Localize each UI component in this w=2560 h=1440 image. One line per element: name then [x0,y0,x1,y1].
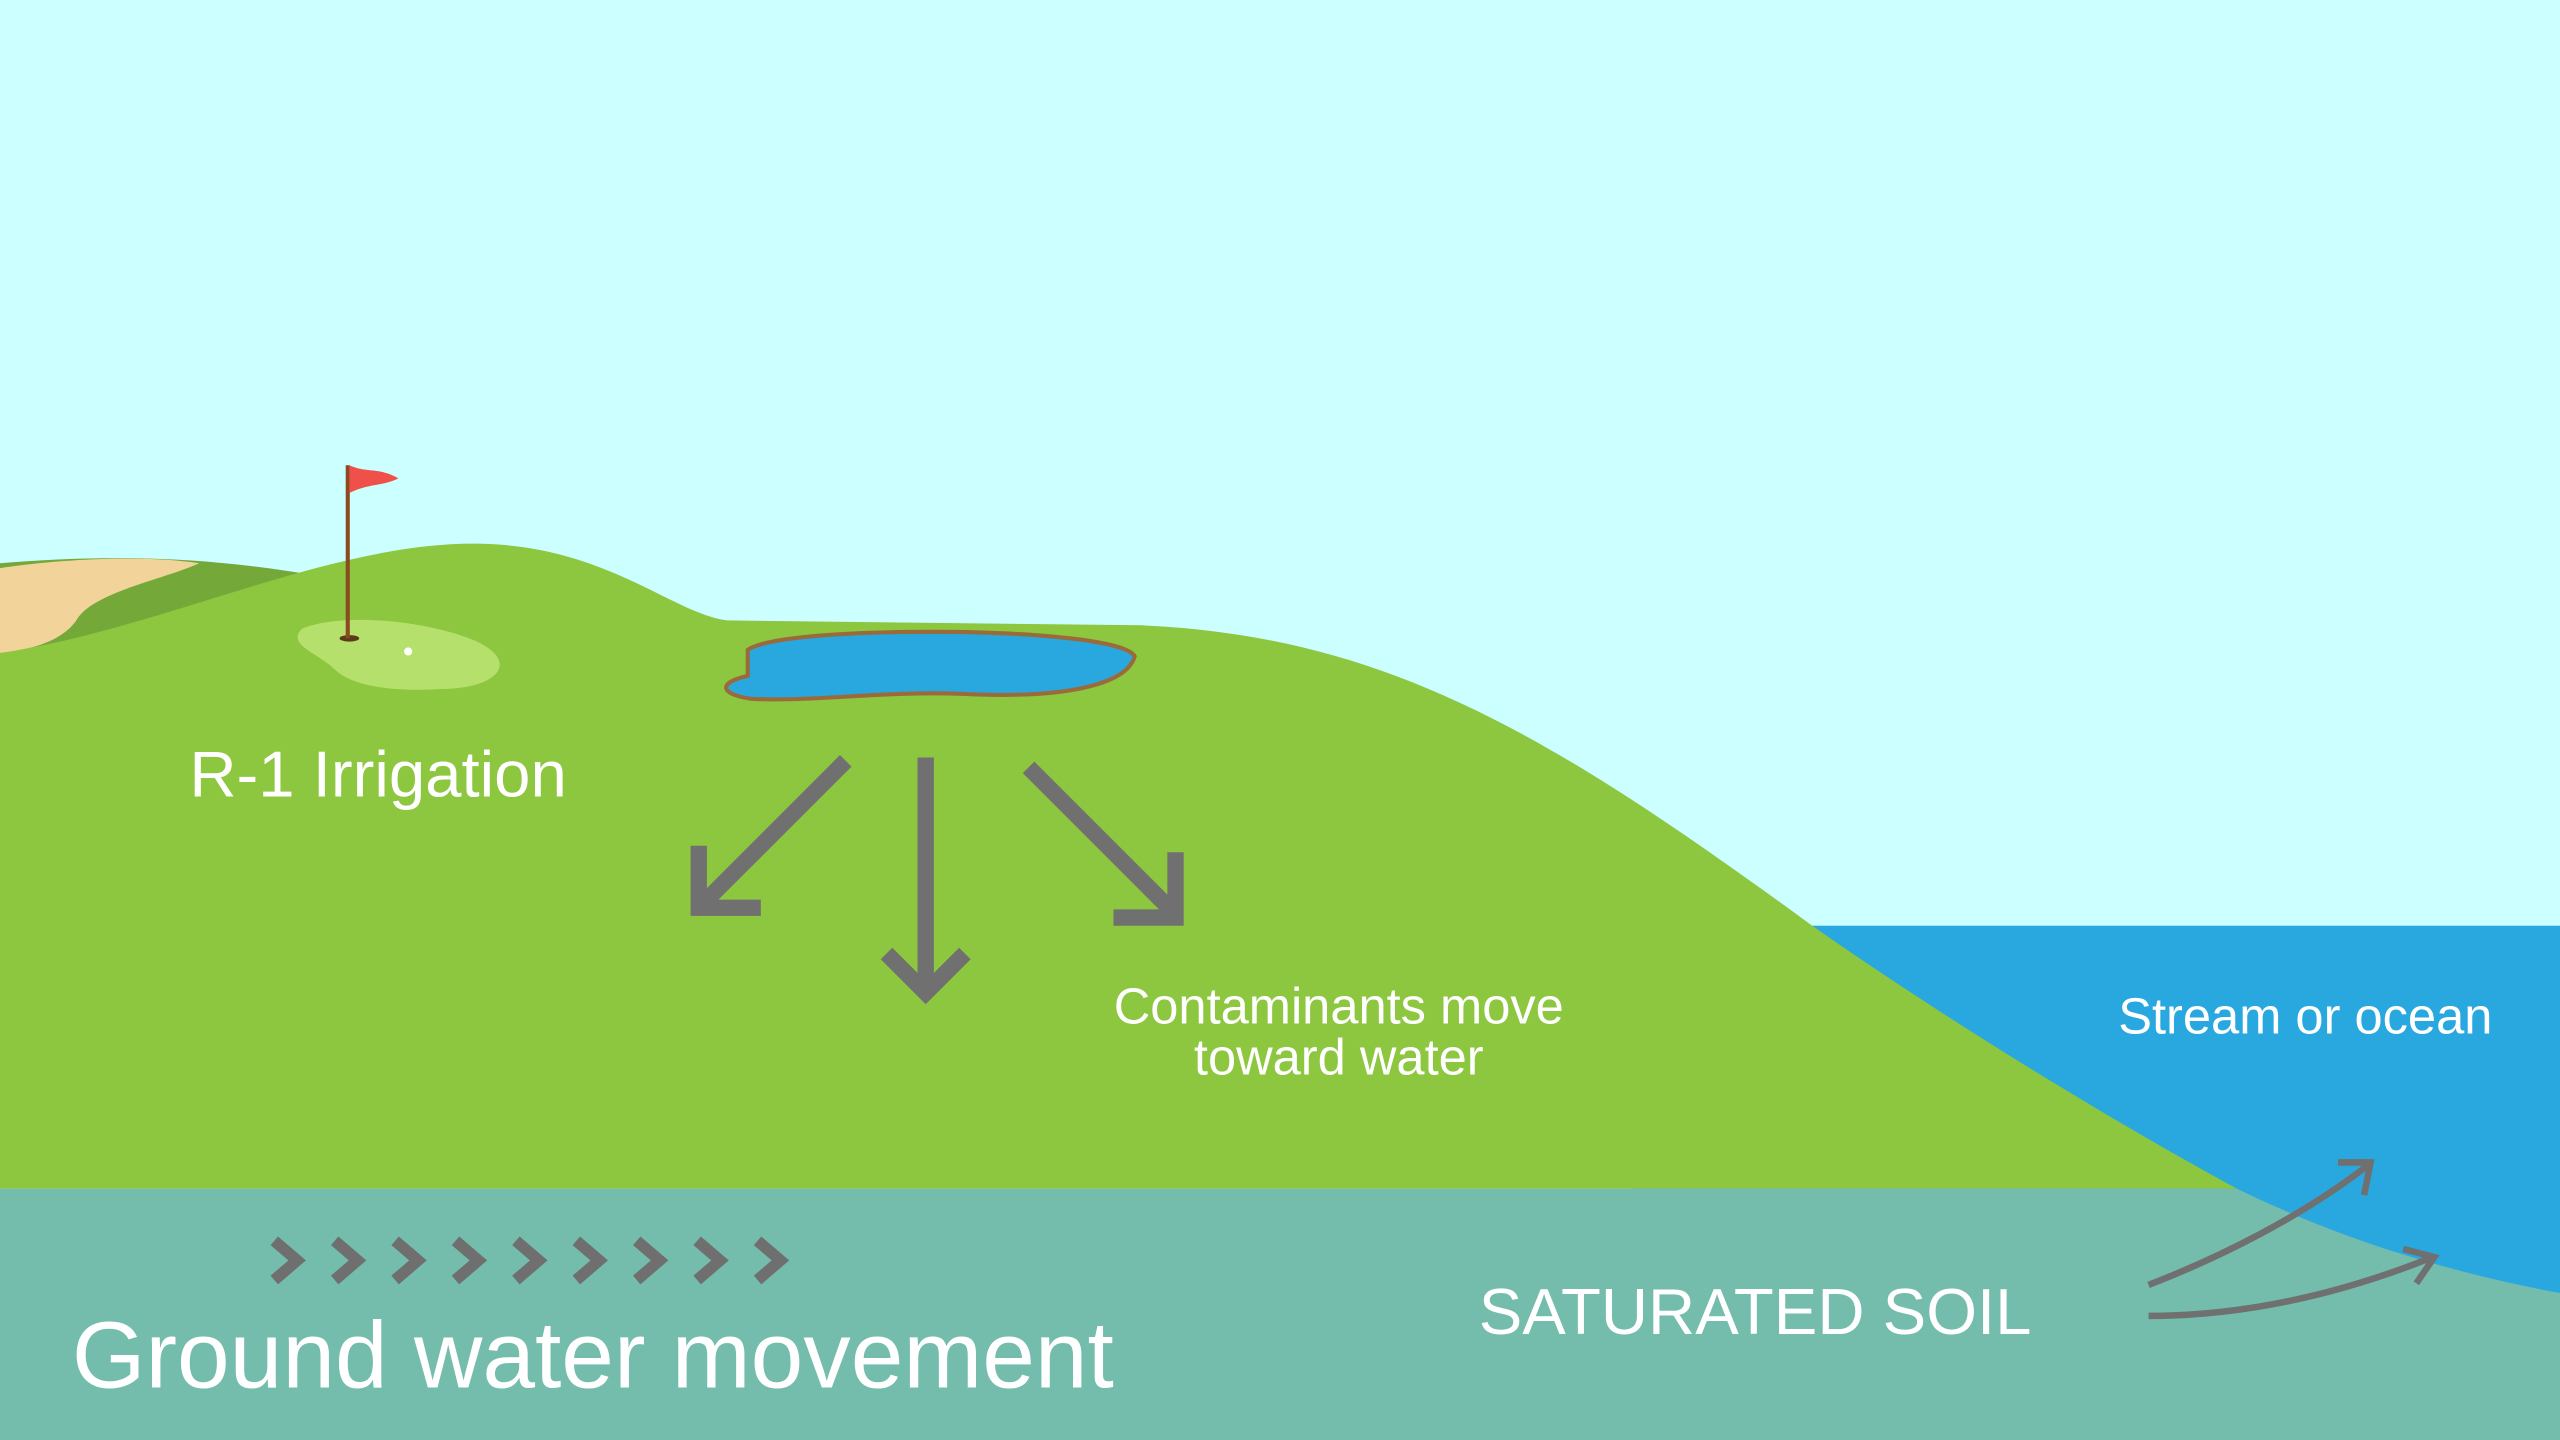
flag [349,465,399,494]
chevrons [270,1236,790,1285]
label-contaminants: Contaminants move [1114,978,1564,1035]
flow-arrows [2147,1159,2440,1320]
golf-ball [404,647,413,656]
label-groundwater: Ground water movement [72,1303,1114,1409]
label-irrigation: R-1 Irrigation [189,738,566,811]
label-stream: Stream or ocean [2118,987,2492,1044]
label-saturated: SATURATED SOIL [1479,1275,2032,1348]
sand-trap [0,558,200,654]
saturated-soil [0,1188,2560,1440]
contaminant-arrows [690,755,1184,1005]
pond [724,629,1137,702]
label-contaminants: toward water [1194,1028,1484,1085]
